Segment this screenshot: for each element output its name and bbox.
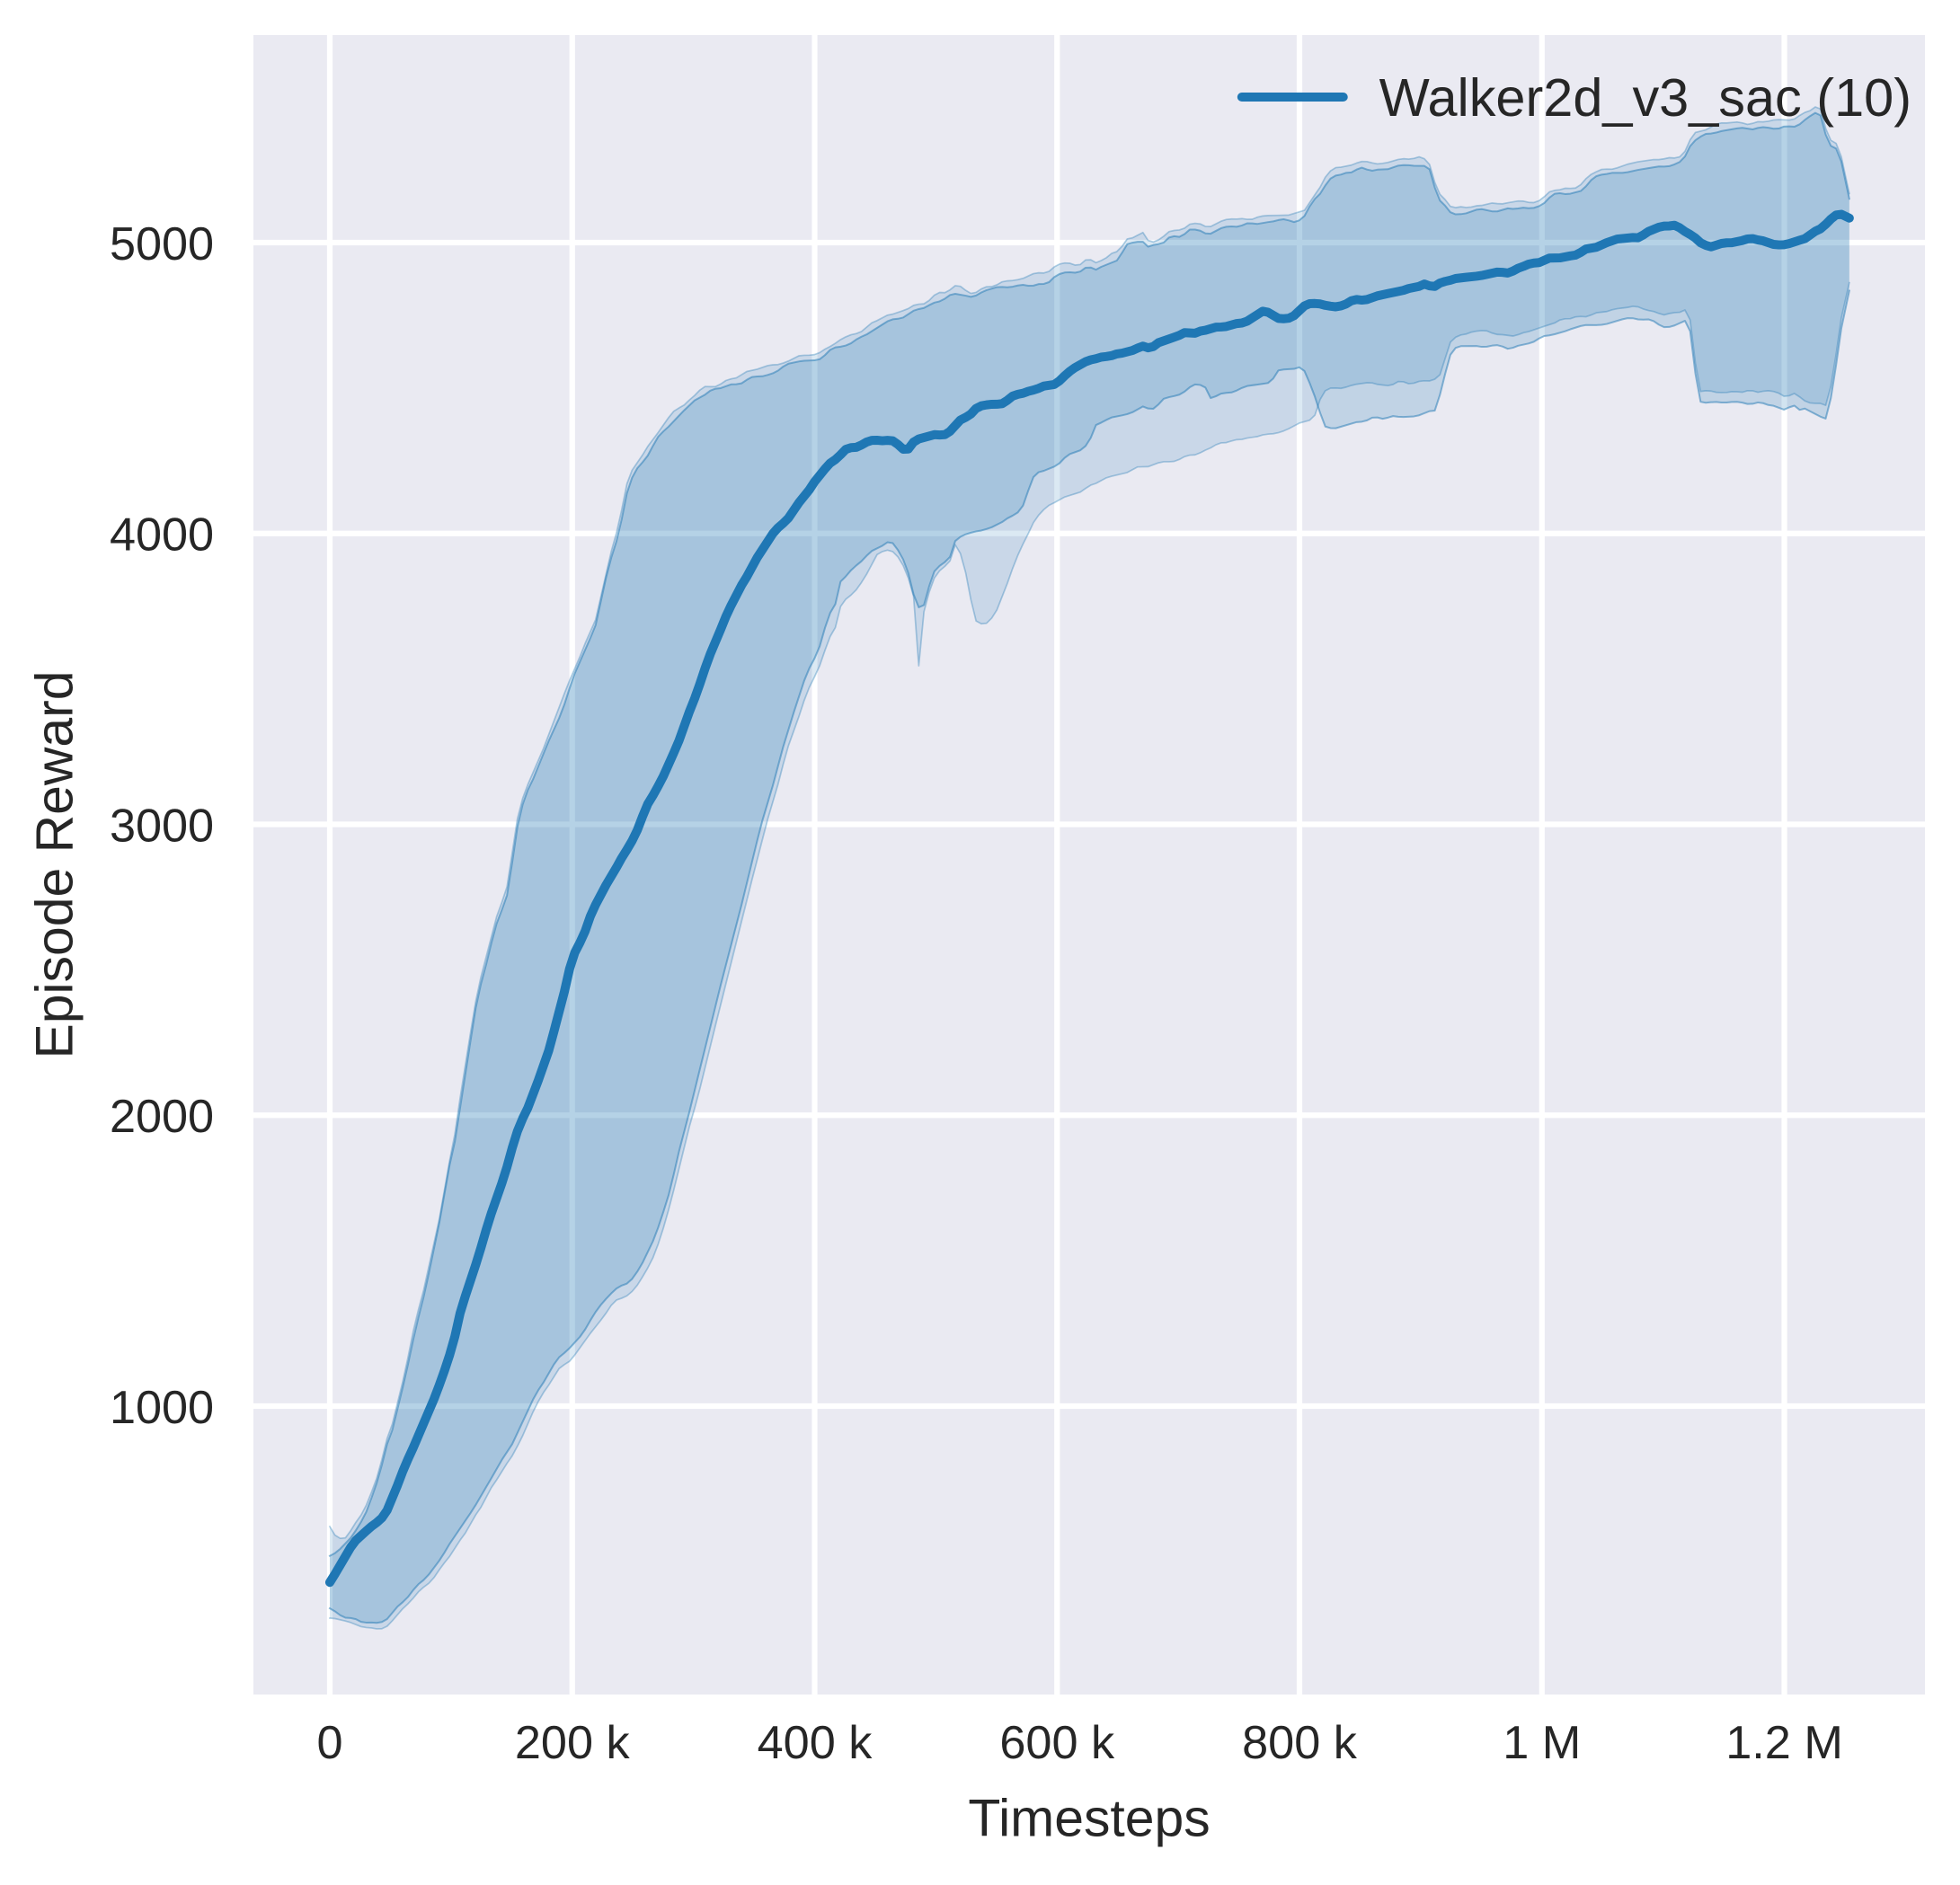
svg-text:5000: 5000	[110, 218, 214, 270]
svg-text:Timesteps: Timesteps	[968, 1789, 1210, 1847]
svg-text:600 k: 600 k	[999, 1717, 1115, 1769]
svg-text:3000: 3000	[110, 800, 214, 852]
svg-text:800 k: 800 k	[1242, 1717, 1358, 1769]
svg-text:2000: 2000	[110, 1091, 214, 1143]
svg-text:400 k: 400 k	[758, 1717, 874, 1769]
svg-text:4000: 4000	[110, 509, 214, 562]
svg-text:0: 0	[316, 1717, 342, 1769]
svg-text:1 M: 1 M	[1503, 1717, 1581, 1769]
svg-text:1000: 1000	[110, 1382, 214, 1434]
svg-text:200 k: 200 k	[515, 1717, 631, 1769]
svg-text:Episode Reward: Episode Reward	[26, 670, 84, 1058]
svg-text:1.2 M: 1.2 M	[1725, 1717, 1843, 1769]
svg-text:Walker2d_v3_sac (10): Walker2d_v3_sac (10)	[1379, 67, 1911, 128]
